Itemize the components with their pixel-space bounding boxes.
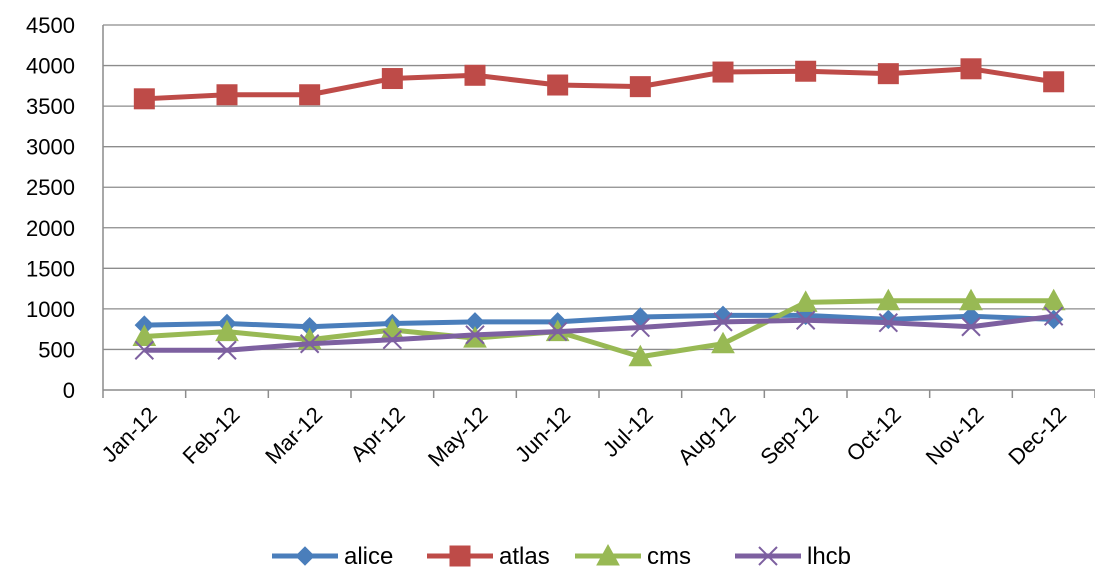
y-tick-label: 1000 — [26, 297, 75, 322]
alice-point — [630, 307, 651, 327]
alice-point — [878, 309, 899, 330]
atlas-point — [464, 64, 486, 86]
legend-label: atlas — [499, 543, 550, 570]
x-tick-label: Jul-12 — [598, 402, 658, 462]
legend-marker — [449, 545, 471, 567]
y-tick-label: 0 — [63, 378, 75, 403]
legend-item-cms: cms — [575, 543, 691, 570]
atlas-point — [877, 63, 899, 85]
cms-point — [132, 324, 157, 346]
series-line-alice — [144, 312, 1054, 330]
legend-label: lhcb — [807, 543, 851, 570]
legend-marker — [758, 546, 778, 566]
cms-point — [876, 288, 901, 311]
y-tick-label: 1500 — [26, 256, 75, 281]
x-tick-label: Jan-12 — [97, 402, 162, 467]
x-tick-label: Oct-12 — [842, 402, 906, 466]
cms-point — [628, 344, 653, 367]
series-cms — [132, 288, 1066, 367]
lhcb-point — [299, 334, 320, 354]
y-tick-label: 4500 — [26, 13, 75, 38]
lhcb-point — [630, 317, 651, 338]
legend-item-lhcb: lhcb — [735, 543, 851, 570]
cms-point — [793, 290, 818, 312]
atlas-point — [795, 60, 817, 82]
lhcb-point — [217, 340, 237, 360]
lhcb-point — [795, 310, 816, 330]
y-tick-label: 2500 — [26, 175, 75, 200]
legend-marker — [295, 546, 315, 566]
y-tick-label: 500 — [38, 337, 75, 362]
legend-label: alice — [344, 543, 393, 570]
legend: alice atlas cms lhcb — [272, 543, 851, 570]
series-line-lhcb — [144, 313, 1054, 353]
series-lhcb — [134, 306, 1064, 360]
atlas-point — [629, 76, 651, 98]
lhcb-point — [465, 325, 485, 345]
atlas-point — [1043, 71, 1065, 93]
x-tick-label: Jun-12 — [510, 402, 575, 467]
lhcb-point — [961, 317, 981, 337]
atlas-point — [133, 88, 155, 110]
atlas-point — [216, 84, 238, 106]
x-tick-label: Nov-12 — [921, 402, 989, 470]
lhcb-point — [878, 312, 899, 333]
lhcb-point — [382, 330, 403, 350]
x-tick-label: Mar-12 — [260, 402, 327, 469]
atlas-point — [299, 84, 321, 106]
y-tick-label: 2000 — [26, 216, 75, 241]
legend-marker — [596, 543, 620, 566]
cms-point — [959, 288, 983, 311]
x-tick-label: Dec-12 — [1003, 402, 1071, 470]
series-lines — [132, 58, 1066, 367]
lhcb-point — [547, 321, 568, 342]
legend-item-atlas: atlas — [427, 543, 550, 570]
x-tick-label: Feb-12 — [178, 402, 245, 469]
x-tick-label: Aug-12 — [673, 402, 741, 470]
legend-item-alice: alice — [272, 543, 393, 570]
legend-label: cms — [647, 543, 691, 570]
atlas-point — [712, 61, 734, 83]
y-tick-label: 3000 — [26, 135, 75, 160]
lhcb-point — [134, 340, 155, 360]
atlas-point — [381, 68, 403, 90]
lhcb-point — [713, 312, 733, 332]
atlas-point — [547, 74, 569, 96]
y-tick-label: 3500 — [26, 94, 75, 119]
gridlines — [103, 24, 1095, 351]
x-tick-label: May-12 — [423, 402, 493, 472]
series-line-cms — [144, 298, 1054, 360]
y-tick-label: 4000 — [26, 54, 75, 79]
atlas-point — [960, 58, 982, 80]
cms-point — [711, 331, 735, 354]
x-tick-label: Sep-12 — [755, 402, 823, 470]
x-tick-label: Apr-12 — [345, 402, 409, 466]
series-line-atlas — [144, 66, 1055, 102]
lhcb-point — [1043, 306, 1064, 326]
cms-point — [1041, 288, 1066, 311]
series-atlas — [133, 58, 1065, 110]
cms-point — [215, 319, 239, 342]
